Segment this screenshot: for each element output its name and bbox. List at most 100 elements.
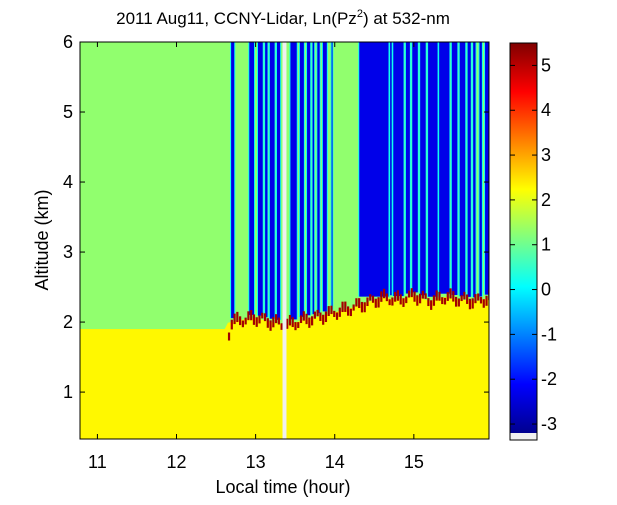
cloud-top-mark [369,294,372,301]
colorbar-gradient [510,43,537,433]
clear-gap-column [393,42,404,297]
cloud-top-mark [344,301,347,312]
cloud-top-mark [338,307,341,317]
y-tick-label: 1 [63,382,73,402]
heatmap-area [80,42,489,439]
x-tick-label: 15 [404,452,424,472]
clear-gap-column [405,42,410,294]
cloud-top-mark [441,297,444,305]
clear-gap-column [231,42,235,319]
x-axis-label: Local time (hour) [215,477,350,497]
cloud-top-mark [280,323,283,330]
missing-data-column [282,42,287,439]
clear-gap-column [276,42,281,320]
cloud-top-mark [227,332,231,341]
y-tick-label: 5 [63,102,73,122]
cloud-top-mark [241,320,244,328]
cloud-top-mark [371,295,375,303]
cloud-top-mark [258,315,261,324]
plot-frame [79,41,490,440]
cloud-top-group [227,288,489,341]
clear-gap-column [299,42,304,317]
cloud-top-mark [402,298,405,307]
colorbar: -3 -2 -1 0 1 2 3 4 5 [509,42,557,441]
cloud-top-mark [313,311,316,319]
colorbar-tick-label: -2 [541,369,557,389]
clear-gap-column [420,42,426,296]
clear-gap-column [428,42,438,297]
cloud-top-mark [474,294,477,304]
y-axis: 1 2 3 4 5 6 [63,32,489,402]
cloud-top-mark [374,298,377,308]
x-axis: 11 12 13 14 15 [88,42,424,472]
cloud-top-mark [236,311,239,323]
clear-gap-column [473,42,476,298]
cloud-top-mark [266,318,269,328]
cloud-top-mark [291,317,294,328]
clear-gap-column [331,42,333,310]
cloud-top-mark [230,319,233,330]
cloud-top-mark [399,294,402,305]
cloud-top-mark [294,322,297,331]
cloud-top-mark [252,314,256,325]
cloud-top-mark [443,297,447,305]
chart-title: 2011 Aug11, CCNY-Lidar, Ln(Pz2) at 532-n… [116,8,450,28]
cloud-top-mark [413,291,416,302]
cloud-top-mark [457,298,460,307]
cloud-top-mark [385,293,388,302]
colorbar-tick-label: 2 [541,190,551,210]
cloud-top-mark [466,294,469,304]
cloud-top-mark [346,306,350,316]
cloud-top-mark [324,311,328,323]
y-tick-label: 2 [63,312,73,332]
cloud-top-mark [471,298,474,309]
cloud-top-mark [311,316,314,326]
colorbar-tick-label: 5 [541,55,551,75]
cloud-top-mark [394,291,397,302]
cloud-top-mark [244,317,247,325]
clear-gap-column [312,42,315,315]
colorbar-frame [509,42,538,441]
cloud-top-mark [239,316,242,326]
clear-gap-column [359,42,389,297]
clear-gap-column [451,42,458,295]
cloud-top-mark [322,314,325,325]
cloud-top-mark [452,291,455,302]
cloud-top-mark [269,320,272,331]
cloud-top-mark [272,317,275,328]
cloud-top-mark [380,291,383,302]
cloud-top-mark [277,317,280,325]
x-tick-label: 12 [166,452,186,472]
colorbar-tick-label: 3 [541,145,551,165]
clear-gap-column [307,42,311,316]
cloud-top-mark [435,290,438,301]
colorbar-missing-swatch [510,433,537,440]
cloud-top-mark [363,302,366,313]
cloud-top-mark [410,288,413,298]
cloud-top-mark [454,296,458,307]
cloud-top-mark [299,315,303,324]
clear-gap-column [249,42,255,315]
colorbar-ticks: -3 -2 -1 0 1 2 3 4 5 [510,55,557,434]
clear-gap-column [265,42,268,318]
cloud-top-mark [247,311,250,321]
clear-gap-column [322,42,327,312]
cloud-top-mark [341,301,344,313]
clear-gap-column [485,42,489,295]
cloud-top-mark [308,317,311,328]
cloud-top-mark [418,293,422,304]
cloud-top-mark [360,301,364,313]
y-tick-label: 4 [63,172,73,192]
y-tick-label: 3 [63,242,73,262]
cloud-top-mark [438,291,441,301]
colorbar-tick-label: -3 [541,414,557,434]
colorbar-tick-label: 4 [541,100,551,120]
y-axis-label: Altitude (km) [32,189,52,290]
cloud-top-mark [305,313,308,325]
cloud-top-mark [288,314,292,326]
cloud-top-mark [302,311,305,321]
cloud-top-mark [388,299,391,306]
cloud-top-mark [427,298,430,307]
cloud-top-mark [463,291,466,300]
